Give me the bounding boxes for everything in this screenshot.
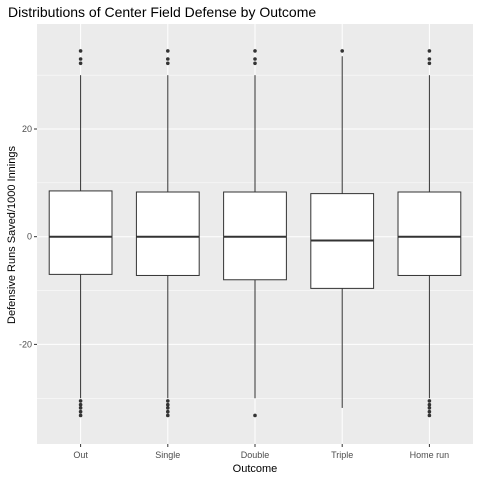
x-axis-title: Outcome — [233, 463, 278, 475]
y-axis-ticks: -20 0 20 — [19, 124, 37, 349]
outlier-point — [340, 49, 345, 53]
outlier-point — [427, 413, 432, 418]
x-tick-label: Out — [73, 450, 88, 460]
iqr-box — [48, 190, 113, 275]
iqr-box — [135, 191, 200, 276]
box-home-run — [397, 49, 462, 418]
y-tick-label: 0 — [27, 232, 32, 242]
outlier-point — [253, 49, 257, 53]
outlier-point — [253, 57, 257, 61]
x-tick-label: Triple — [331, 450, 353, 460]
outlier-point — [253, 413, 257, 418]
y-axis-title: Defensive Runs Saved/1000 Innings — [6, 146, 18, 324]
outlier-point — [427, 402, 432, 407]
outlier-point — [427, 399, 432, 403]
outlier-point — [166, 402, 170, 407]
box-triple — [310, 49, 375, 408]
outlier-point — [78, 413, 83, 418]
outlier-point — [427, 57, 432, 61]
box-out — [48, 49, 113, 418]
outlier-point — [78, 409, 83, 414]
x-axis-ticks: Out Single Double Triple Home run — [73, 444, 449, 460]
outlier-point — [166, 409, 170, 414]
outlier-point — [78, 57, 83, 61]
outlier-point — [78, 399, 83, 403]
outlier-point — [166, 57, 170, 61]
outlier-point — [78, 61, 83, 66]
outlier-point — [78, 402, 83, 407]
x-tick-label: Single — [155, 450, 180, 460]
outlier-point — [427, 406, 432, 410]
outlier-point — [78, 406, 83, 410]
outlier-point — [166, 399, 170, 403]
outlier-point — [427, 409, 432, 414]
box-single — [135, 49, 200, 418]
outlier-point — [427, 61, 432, 66]
outlier-point — [166, 61, 170, 66]
box-double — [223, 49, 287, 418]
outlier-point — [166, 406, 170, 410]
boxes-layer — [48, 49, 462, 418]
outlier-point — [166, 49, 170, 53]
y-tick-label: -20 — [19, 339, 32, 349]
outlier-point — [253, 61, 257, 66]
outlier-point — [427, 49, 432, 53]
outlier-point — [166, 413, 170, 418]
iqr-box — [397, 191, 462, 276]
chart-title: Distributions of Center Field Defense by… — [8, 4, 316, 20]
y-tick-label: 20 — [22, 124, 32, 134]
x-tick-label: Home run — [410, 450, 450, 460]
outlier-point — [78, 49, 83, 53]
x-tick-label: Double — [241, 450, 270, 460]
